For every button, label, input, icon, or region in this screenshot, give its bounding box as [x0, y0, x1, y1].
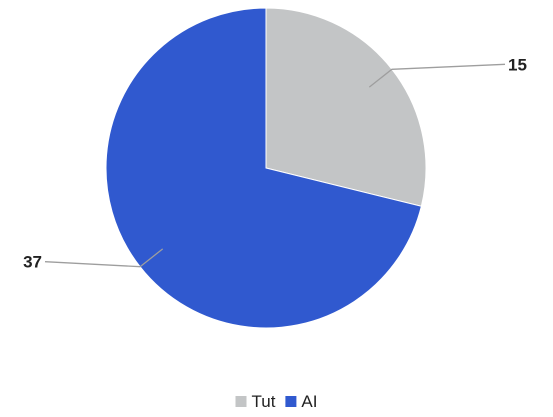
- data-label-ai: 37: [23, 253, 42, 272]
- leader-lines: [44, 63, 506, 268]
- data-label-tut: 15: [508, 55, 527, 74]
- leader-line-ai: [44, 248, 164, 268]
- legend-label-ai: AI: [301, 392, 317, 411]
- data-labels: 15 37: [23, 55, 527, 271]
- legend-swatch-tut: [235, 396, 247, 407]
- legend-label-tut: Tut: [252, 392, 276, 411]
- pie-slices: [105, 7, 427, 329]
- legend-swatch-ai: [285, 396, 297, 407]
- leader-line-tut: [368, 63, 506, 88]
- legend: Tut AI: [235, 392, 317, 411]
